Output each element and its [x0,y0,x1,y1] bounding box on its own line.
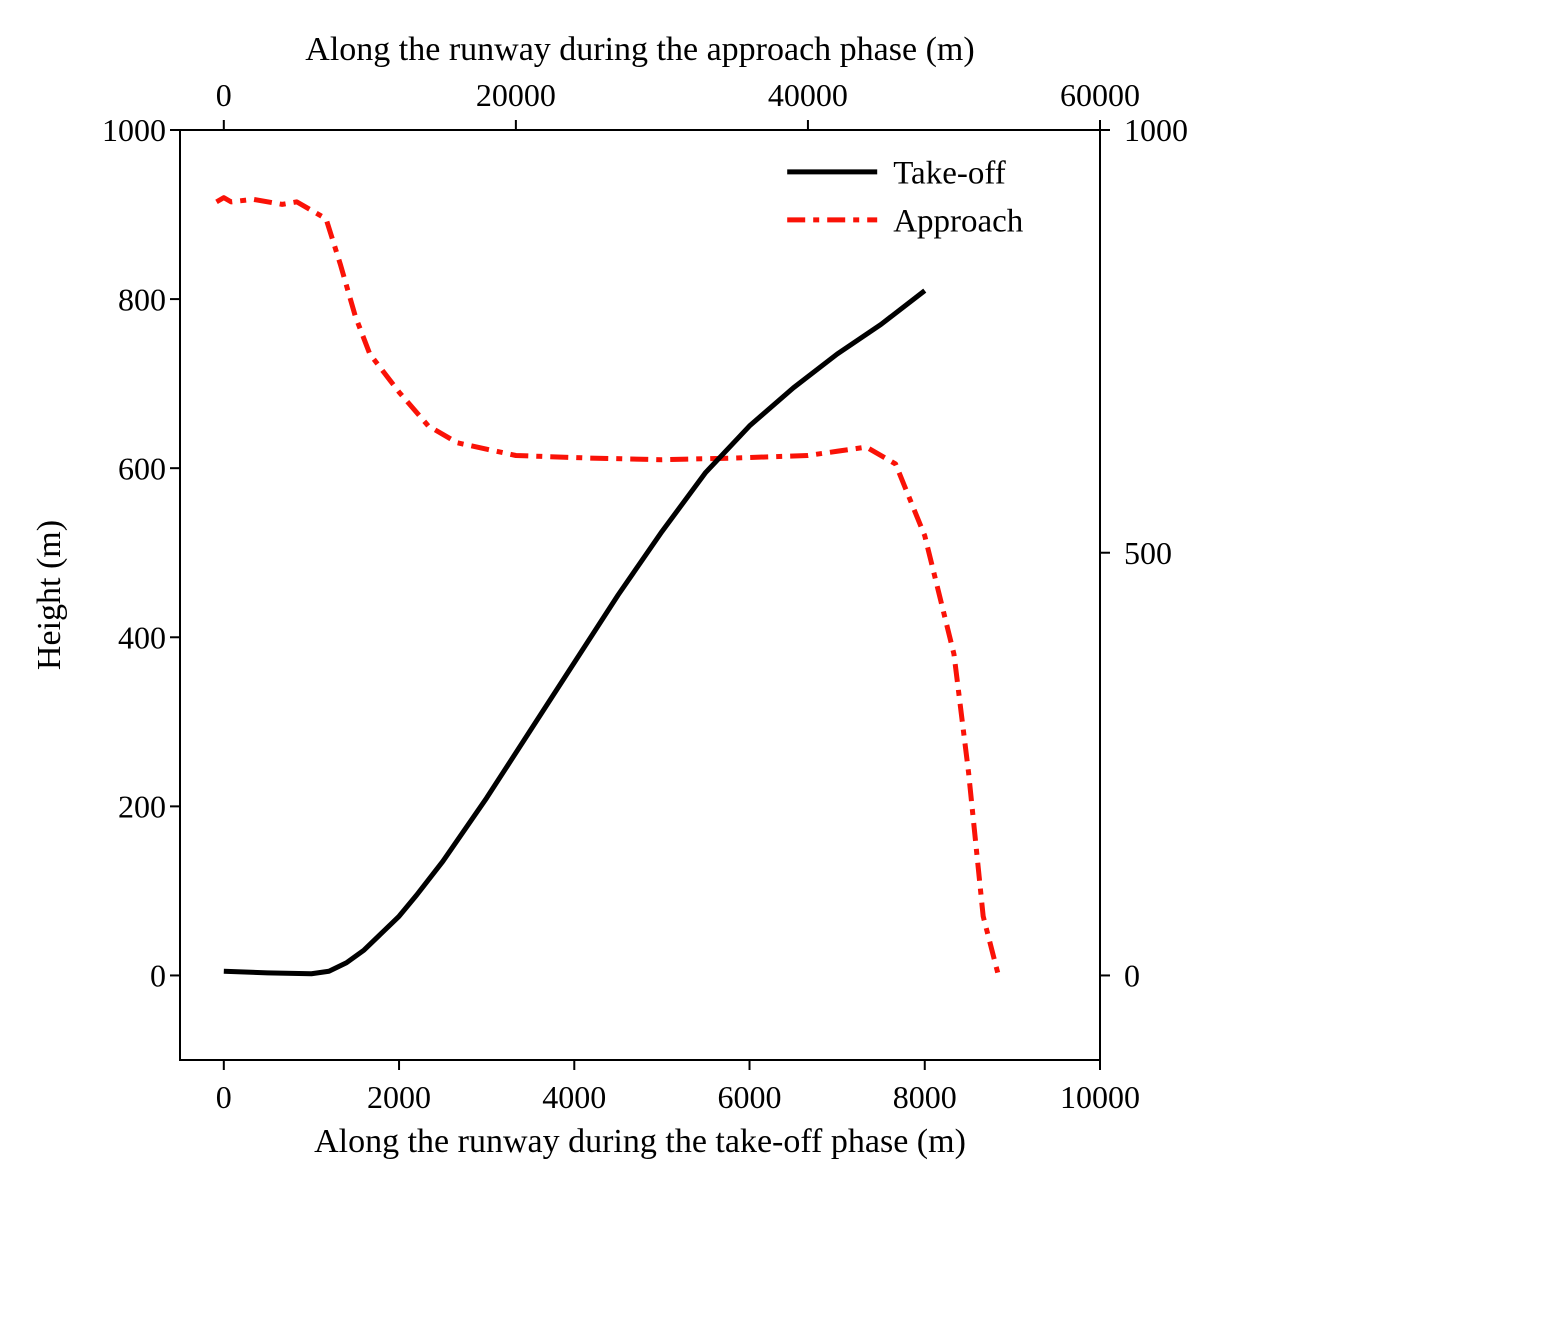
left-tick-label: 800 [118,281,166,317]
bottom-tick-label: 0 [216,1079,232,1115]
right-tick-label: 1000 [1124,112,1188,148]
left-axis-label: Height (m) [31,520,68,670]
chart-container: 0200040006000800010000020000400006000002… [0,0,1547,1320]
top-tick-label: 60000 [1060,77,1140,113]
top-tick-label: 40000 [768,77,848,113]
bottom-tick-label: 4000 [542,1079,606,1115]
dual-axis-line-chart: 0200040006000800010000020000400006000002… [0,0,1547,1320]
left-tick-label: 600 [118,450,166,486]
chart-bg [0,0,1547,1320]
bottom-tick-label: 10000 [1060,1079,1140,1115]
right-tick-label: 0 [1124,958,1140,994]
top-tick-label: 0 [216,77,232,113]
bottom-tick-label: 8000 [893,1079,957,1115]
legend-label-takeoff: Take-off [893,155,1006,191]
right-tick-label: 500 [1124,535,1172,571]
legend-label-approach: Approach [893,203,1024,239]
left-tick-label: 0 [150,958,166,994]
left-tick-label: 400 [118,619,166,655]
bottom-axis-label: Along the runway during the take-off pha… [314,1123,966,1160]
bottom-tick-label: 6000 [718,1079,782,1115]
top-axis-label: Along the runway during the approach pha… [305,31,974,68]
top-tick-label: 20000 [476,77,556,113]
left-tick-label: 200 [118,789,166,825]
left-tick-label: 1000 [102,112,166,148]
bottom-tick-label: 2000 [367,1079,431,1115]
